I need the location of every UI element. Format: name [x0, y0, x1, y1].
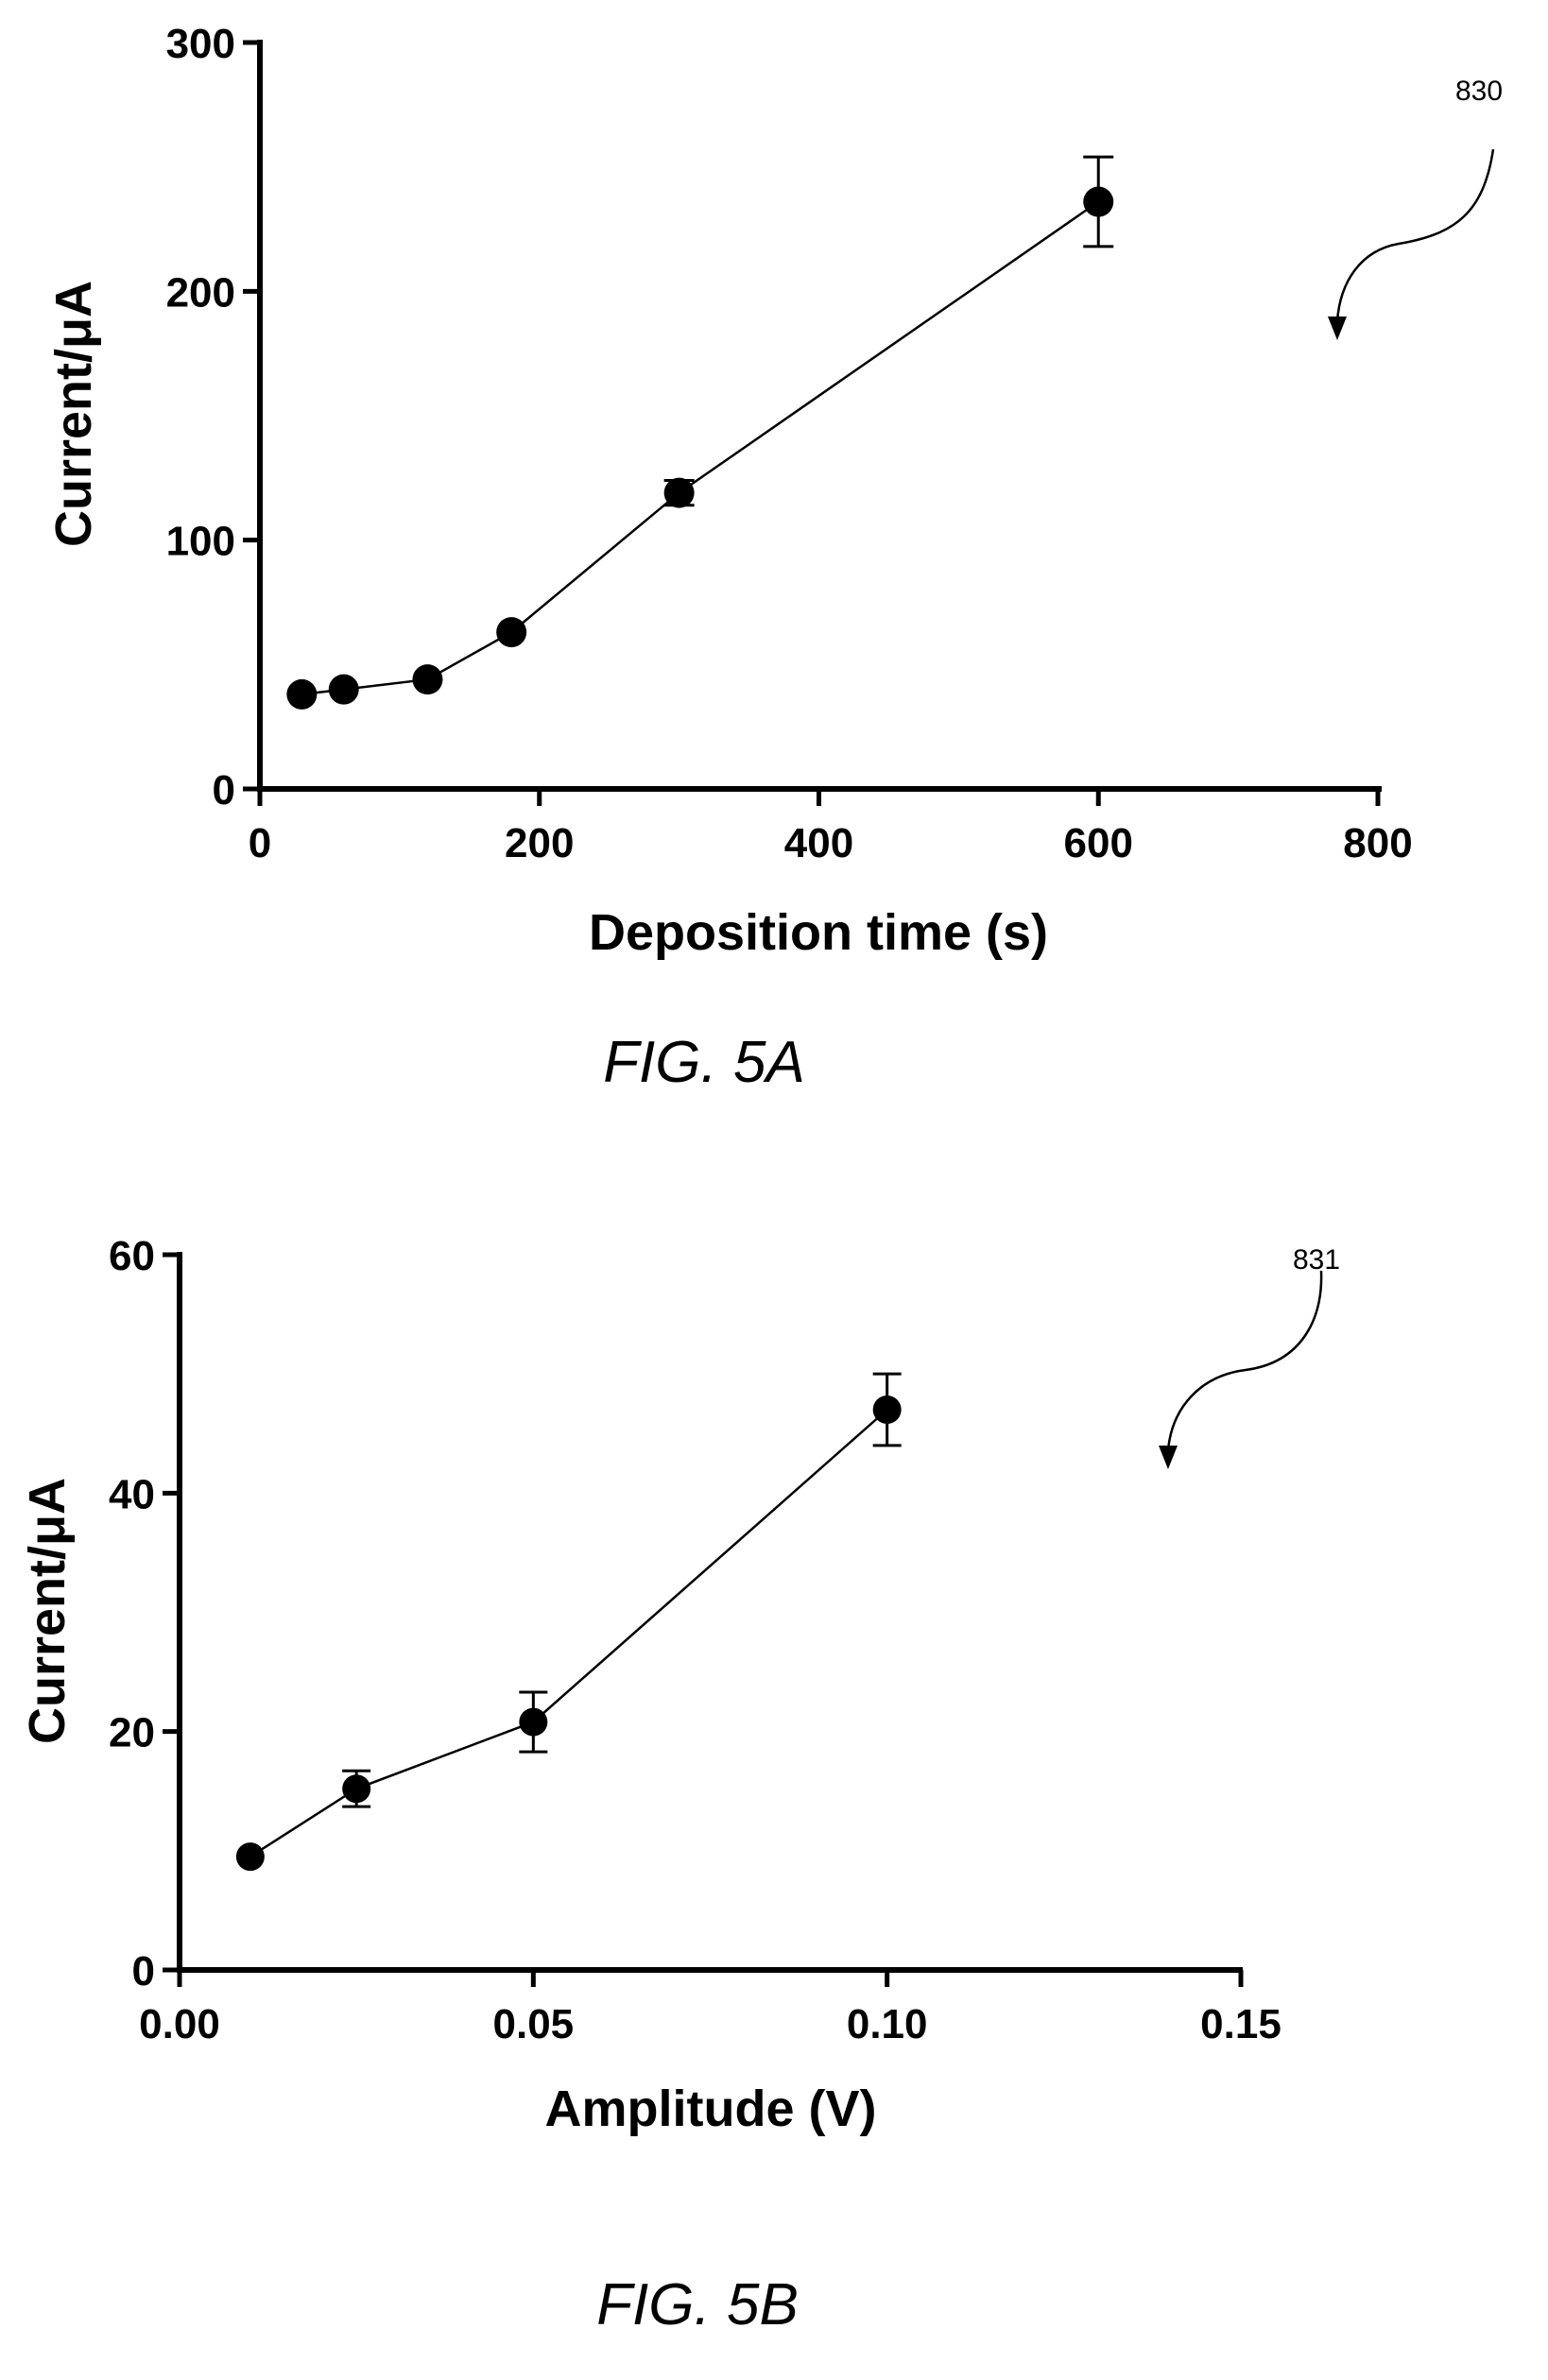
data-point-5a	[1083, 186, 1114, 217]
series-5a	[286, 155, 1114, 710]
x-tick-label-5a: 400	[784, 820, 853, 866]
data-point-5a	[412, 664, 443, 695]
x-tick-label-5a: 0	[249, 820, 271, 866]
reference-numeral-831: 831	[1293, 1244, 1340, 1276]
data-point-5a	[286, 678, 318, 710]
reference-arrow-830	[1335, 148, 1495, 322]
figure-label-5b: FIG. 5B	[596, 2272, 799, 2337]
data-point-5b	[342, 1774, 371, 1804]
y-tick-label-5b: 0	[132, 1948, 155, 1995]
y-tick-label-5b: 20	[109, 1710, 155, 1756]
x-tick-label-5b: 0.10	[847, 2001, 928, 2047]
reference-arrow-831	[1166, 1270, 1323, 1451]
data-point-5b	[519, 1707, 548, 1737]
series-line-5b	[249, 1409, 888, 1858]
figure-label-5a: FIG. 5A	[603, 1030, 805, 1095]
reference-numeral-830: 830	[1455, 76, 1503, 107]
chart-5a: 0 200 400 600 800 0 100 200 300 Current/μA Depos…	[45, 21, 1503, 1095]
x-axis-label-5b: Amplitude (V)	[545, 2080, 877, 2137]
y-tick-label-5a: 0	[213, 767, 235, 813]
series-5b	[235, 1372, 902, 1872]
data-point-5b	[235, 1842, 265, 1872]
ticks-5b: 0.00 0.05 0.10 0.15 0 20 40 60	[109, 1233, 1281, 2047]
chart-5b: 0.00 0.05 0.10 0.15 0 20 40 60 Current/μA Ampli…	[19, 1233, 1340, 2337]
series-line-5a	[301, 200, 1100, 696]
x-tick-label-5a: 800	[1343, 820, 1412, 866]
x-tick-label-5b: 0.05	[493, 2001, 575, 2047]
x-axis-label-5a: Deposition time (s)	[589, 904, 1048, 961]
y-tick-label-5b: 60	[109, 1233, 155, 1279]
data-point-5a	[328, 674, 359, 705]
data-point-5b	[872, 1395, 902, 1425]
y-tick-label-5a: 100	[166, 519, 235, 565]
y-tick-label-5a: 300	[166, 21, 235, 67]
x-tick-label-5a: 200	[505, 820, 574, 866]
ticks-5a: 0 200 400 600 800 0 100 200 300	[166, 21, 1413, 866]
data-point-5a	[496, 617, 527, 648]
y-axis-label-5a: Current/μA	[45, 281, 102, 547]
x-tick-label-5b: 0.00	[139, 2001, 220, 2047]
reference-arrowhead-830	[1328, 317, 1347, 340]
x-tick-label-5b: 0.15	[1200, 2001, 1281, 2047]
data-point-5a	[663, 477, 695, 508]
x-tick-label-5a: 600	[1064, 820, 1133, 866]
reference-arrowhead-831	[1159, 1446, 1178, 1469]
y-tick-label-5a: 200	[166, 269, 235, 316]
y-tick-label-5b: 40	[109, 1471, 155, 1517]
y-axis-label-5b: Current/μA	[19, 1478, 76, 1744]
